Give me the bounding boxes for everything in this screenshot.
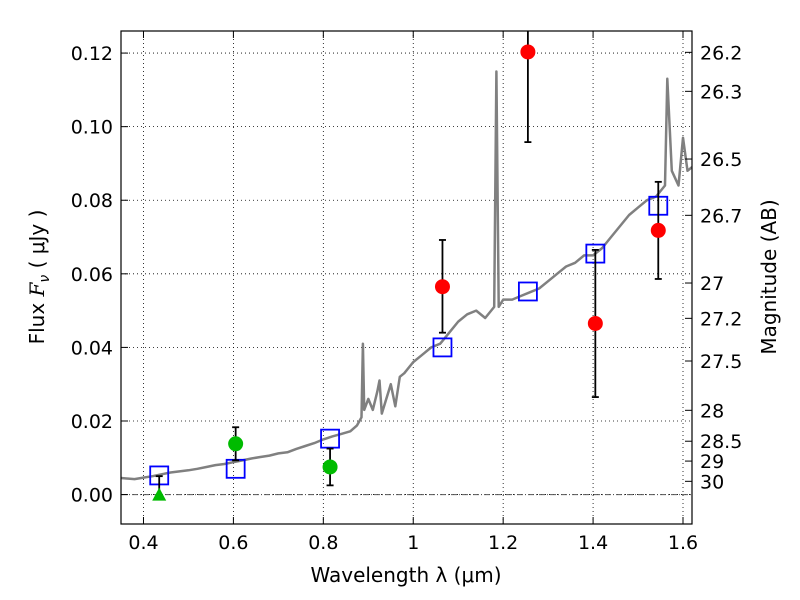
y2-tick-label-0: 26.2 bbox=[700, 42, 742, 64]
y-axis-title-symbol: F bbox=[25, 281, 49, 297]
plot-area bbox=[121, 31, 692, 501]
red_points-marker-1 bbox=[520, 44, 536, 60]
model-flux-square-3 bbox=[432, 337, 453, 358]
y2-tick-label-8: 28.5 bbox=[700, 431, 742, 453]
y2-tick-label-10: 30 bbox=[700, 471, 724, 493]
x-tick-label-1: 0.6 bbox=[218, 532, 248, 554]
y2-tick-label-7: 28 bbox=[700, 400, 724, 422]
x-tick-label-2: 0.8 bbox=[308, 532, 338, 554]
green_points-marker-0 bbox=[228, 436, 244, 452]
x-tick-label-6: 1.6 bbox=[668, 532, 698, 554]
model-spectrum-line bbox=[121, 70, 692, 481]
y2-tick-label-4: 27 bbox=[700, 273, 724, 295]
x-tick-label-0: 0.4 bbox=[128, 532, 158, 554]
upper-limit-triangle-0 bbox=[152, 487, 167, 501]
y-tick-label-4: 0.08 bbox=[71, 190, 113, 212]
y2-axis-title: Magnitude (AB) bbox=[757, 199, 781, 354]
y-axis-title-subscript: ν bbox=[37, 275, 53, 283]
model-flux-square-4 bbox=[517, 281, 538, 302]
y2-tick-label-1: 26.3 bbox=[700, 81, 742, 103]
y-tick-label-0: 0.00 bbox=[71, 485, 113, 507]
red_points-marker-2 bbox=[587, 315, 603, 331]
x-tick-label-4: 1.2 bbox=[488, 532, 518, 554]
green_points-marker-1 bbox=[322, 459, 338, 475]
y2-tick-label-2: 26.5 bbox=[700, 149, 742, 171]
model-flux-square-2 bbox=[320, 428, 340, 449]
y-tick-label-3: 0.06 bbox=[71, 264, 113, 286]
y2-tick-label-6: 27.5 bbox=[700, 351, 742, 373]
y2-tick-label-3: 26.7 bbox=[700, 205, 742, 227]
plot-frame bbox=[120, 30, 693, 525]
grid bbox=[121, 31, 692, 524]
y2-tick-label-9: 29 bbox=[700, 451, 724, 473]
y-tick-label-6: 0.12 bbox=[71, 43, 113, 65]
y-axis-title: Flux Fν ( μJy ) bbox=[25, 210, 53, 345]
y-axis-title-prefix: Flux bbox=[25, 296, 49, 344]
y2-tick-label-5: 27.2 bbox=[700, 308, 742, 330]
y-tick-label-5: 0.10 bbox=[71, 117, 113, 139]
x-tick-label-5: 1.4 bbox=[578, 532, 608, 554]
axes: 0.4 0.6 0.8 1 1.2 1.4 1.6 0.00 0.02 0.04 0.06 0.08 0… bbox=[71, 30, 742, 554]
y-tick-label-2: 0.04 bbox=[71, 337, 113, 359]
x-axis-title: Wavelength λ (μm) bbox=[310, 563, 501, 587]
y-tick-label-1: 0.02 bbox=[71, 411, 113, 433]
x-tick-label-3: 1 bbox=[407, 532, 419, 554]
y-axis-title-suffix: ( μJy ) bbox=[25, 210, 49, 275]
red_points-marker-0 bbox=[434, 279, 450, 295]
red_points-marker-3 bbox=[650, 222, 666, 238]
